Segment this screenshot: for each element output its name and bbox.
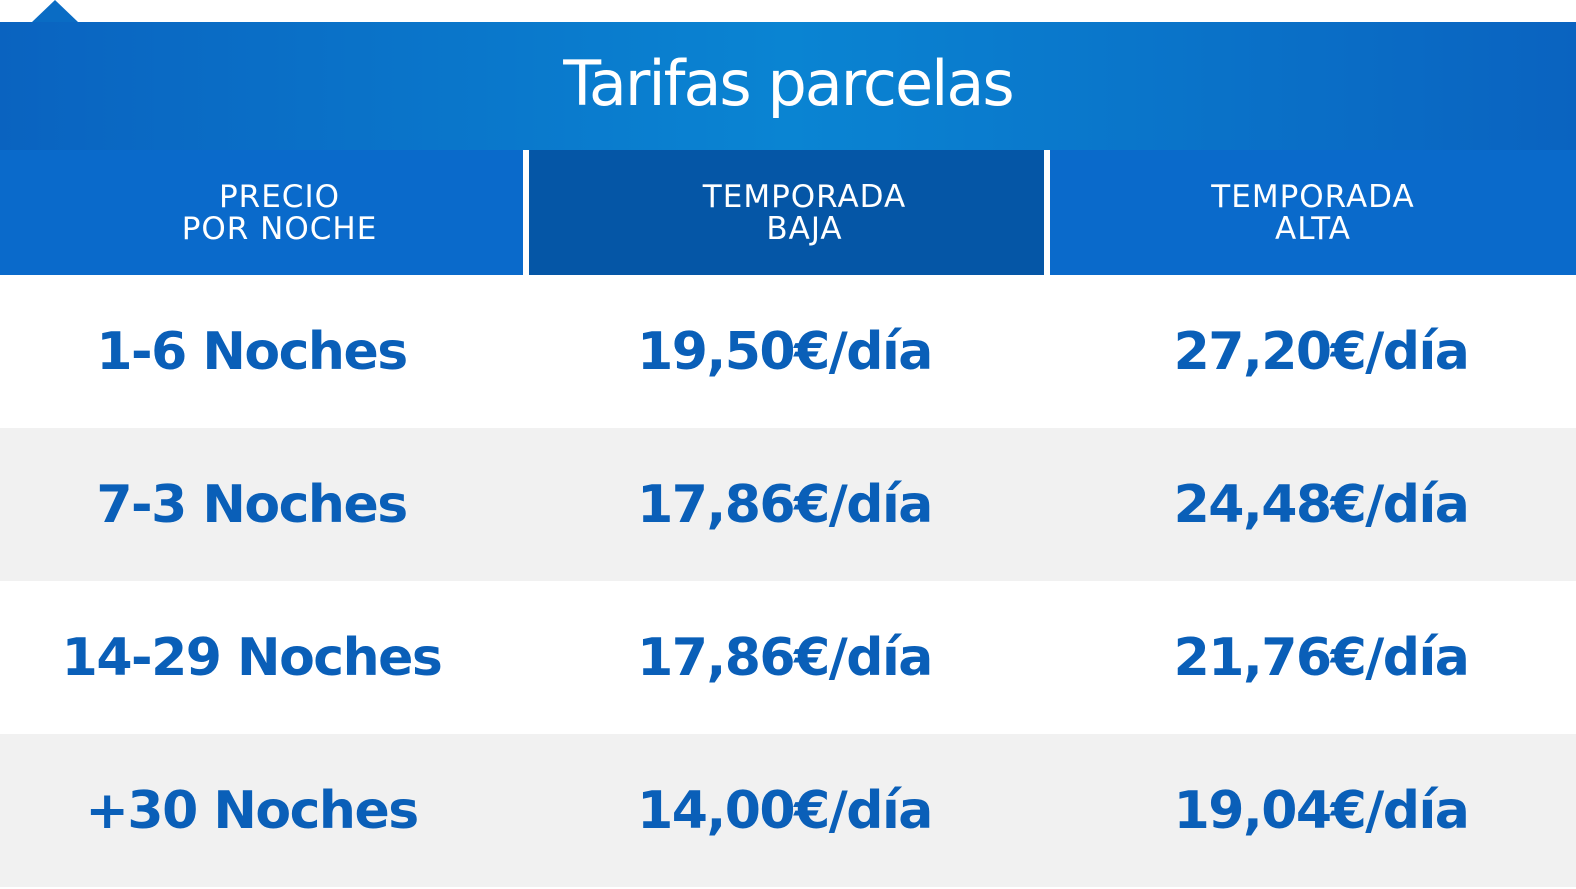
table-body: 1-6 Noches 19,50€/día 27,20€/día 7-3 Noc… xyxy=(0,275,1576,887)
table-row: +30 Noches 14,00€/día 19,04€/día xyxy=(0,734,1576,887)
nights-cell: 14-29 Noches xyxy=(61,627,443,688)
high-season-price: 27,20€/día xyxy=(1173,321,1470,382)
high-season-price: 19,04€/día xyxy=(1173,780,1470,841)
header-label-line1: TEMPORADA xyxy=(1211,178,1415,215)
header-price-per-night: PRECIO POR NOCHE xyxy=(0,150,523,275)
title-bar: Tarifas parcelas xyxy=(0,22,1576,150)
low-season-price: 17,86€/día xyxy=(637,474,933,535)
low-season-price: 17,86€/día xyxy=(637,627,933,688)
table-row: 14-29 Noches 17,86€/día 21,76€/día xyxy=(0,581,1576,734)
table-row: 7-3 Noches 17,86€/día 24,48€/día xyxy=(0,428,1576,581)
header-label-line2: BAJA xyxy=(766,210,843,247)
high-season-price: 24,48€/día xyxy=(1173,474,1470,535)
table-row: 1-6 Noches 19,50€/día 27,20€/día xyxy=(0,275,1576,428)
tab-pointer xyxy=(32,0,78,22)
header-label-line2: POR NOCHE xyxy=(181,210,378,247)
high-season-price: 21,76€/día xyxy=(1173,627,1470,688)
page-title: Tarifas parcelas xyxy=(563,46,1014,120)
header-high-season: TEMPORADA ALTA xyxy=(1050,150,1576,275)
nights-cell: 7-3 Noches xyxy=(96,474,408,535)
low-season-price: 14,00€/día xyxy=(637,780,933,841)
header-label-line1: PRECIO xyxy=(218,178,340,215)
nights-cell: 1-6 Noches xyxy=(96,321,408,382)
table-header: PRECIO POR NOCHE TEMPORADA BAJA TEMPORAD… xyxy=(0,150,1576,275)
low-season-price: 19,50€/día xyxy=(637,321,933,382)
nights-cell: +30 Noches xyxy=(85,780,419,841)
header-label-line2: ALTA xyxy=(1275,210,1351,247)
header-low-season: TEMPORADA BAJA xyxy=(529,150,1044,275)
header-label-line1: TEMPORADA xyxy=(702,178,907,215)
